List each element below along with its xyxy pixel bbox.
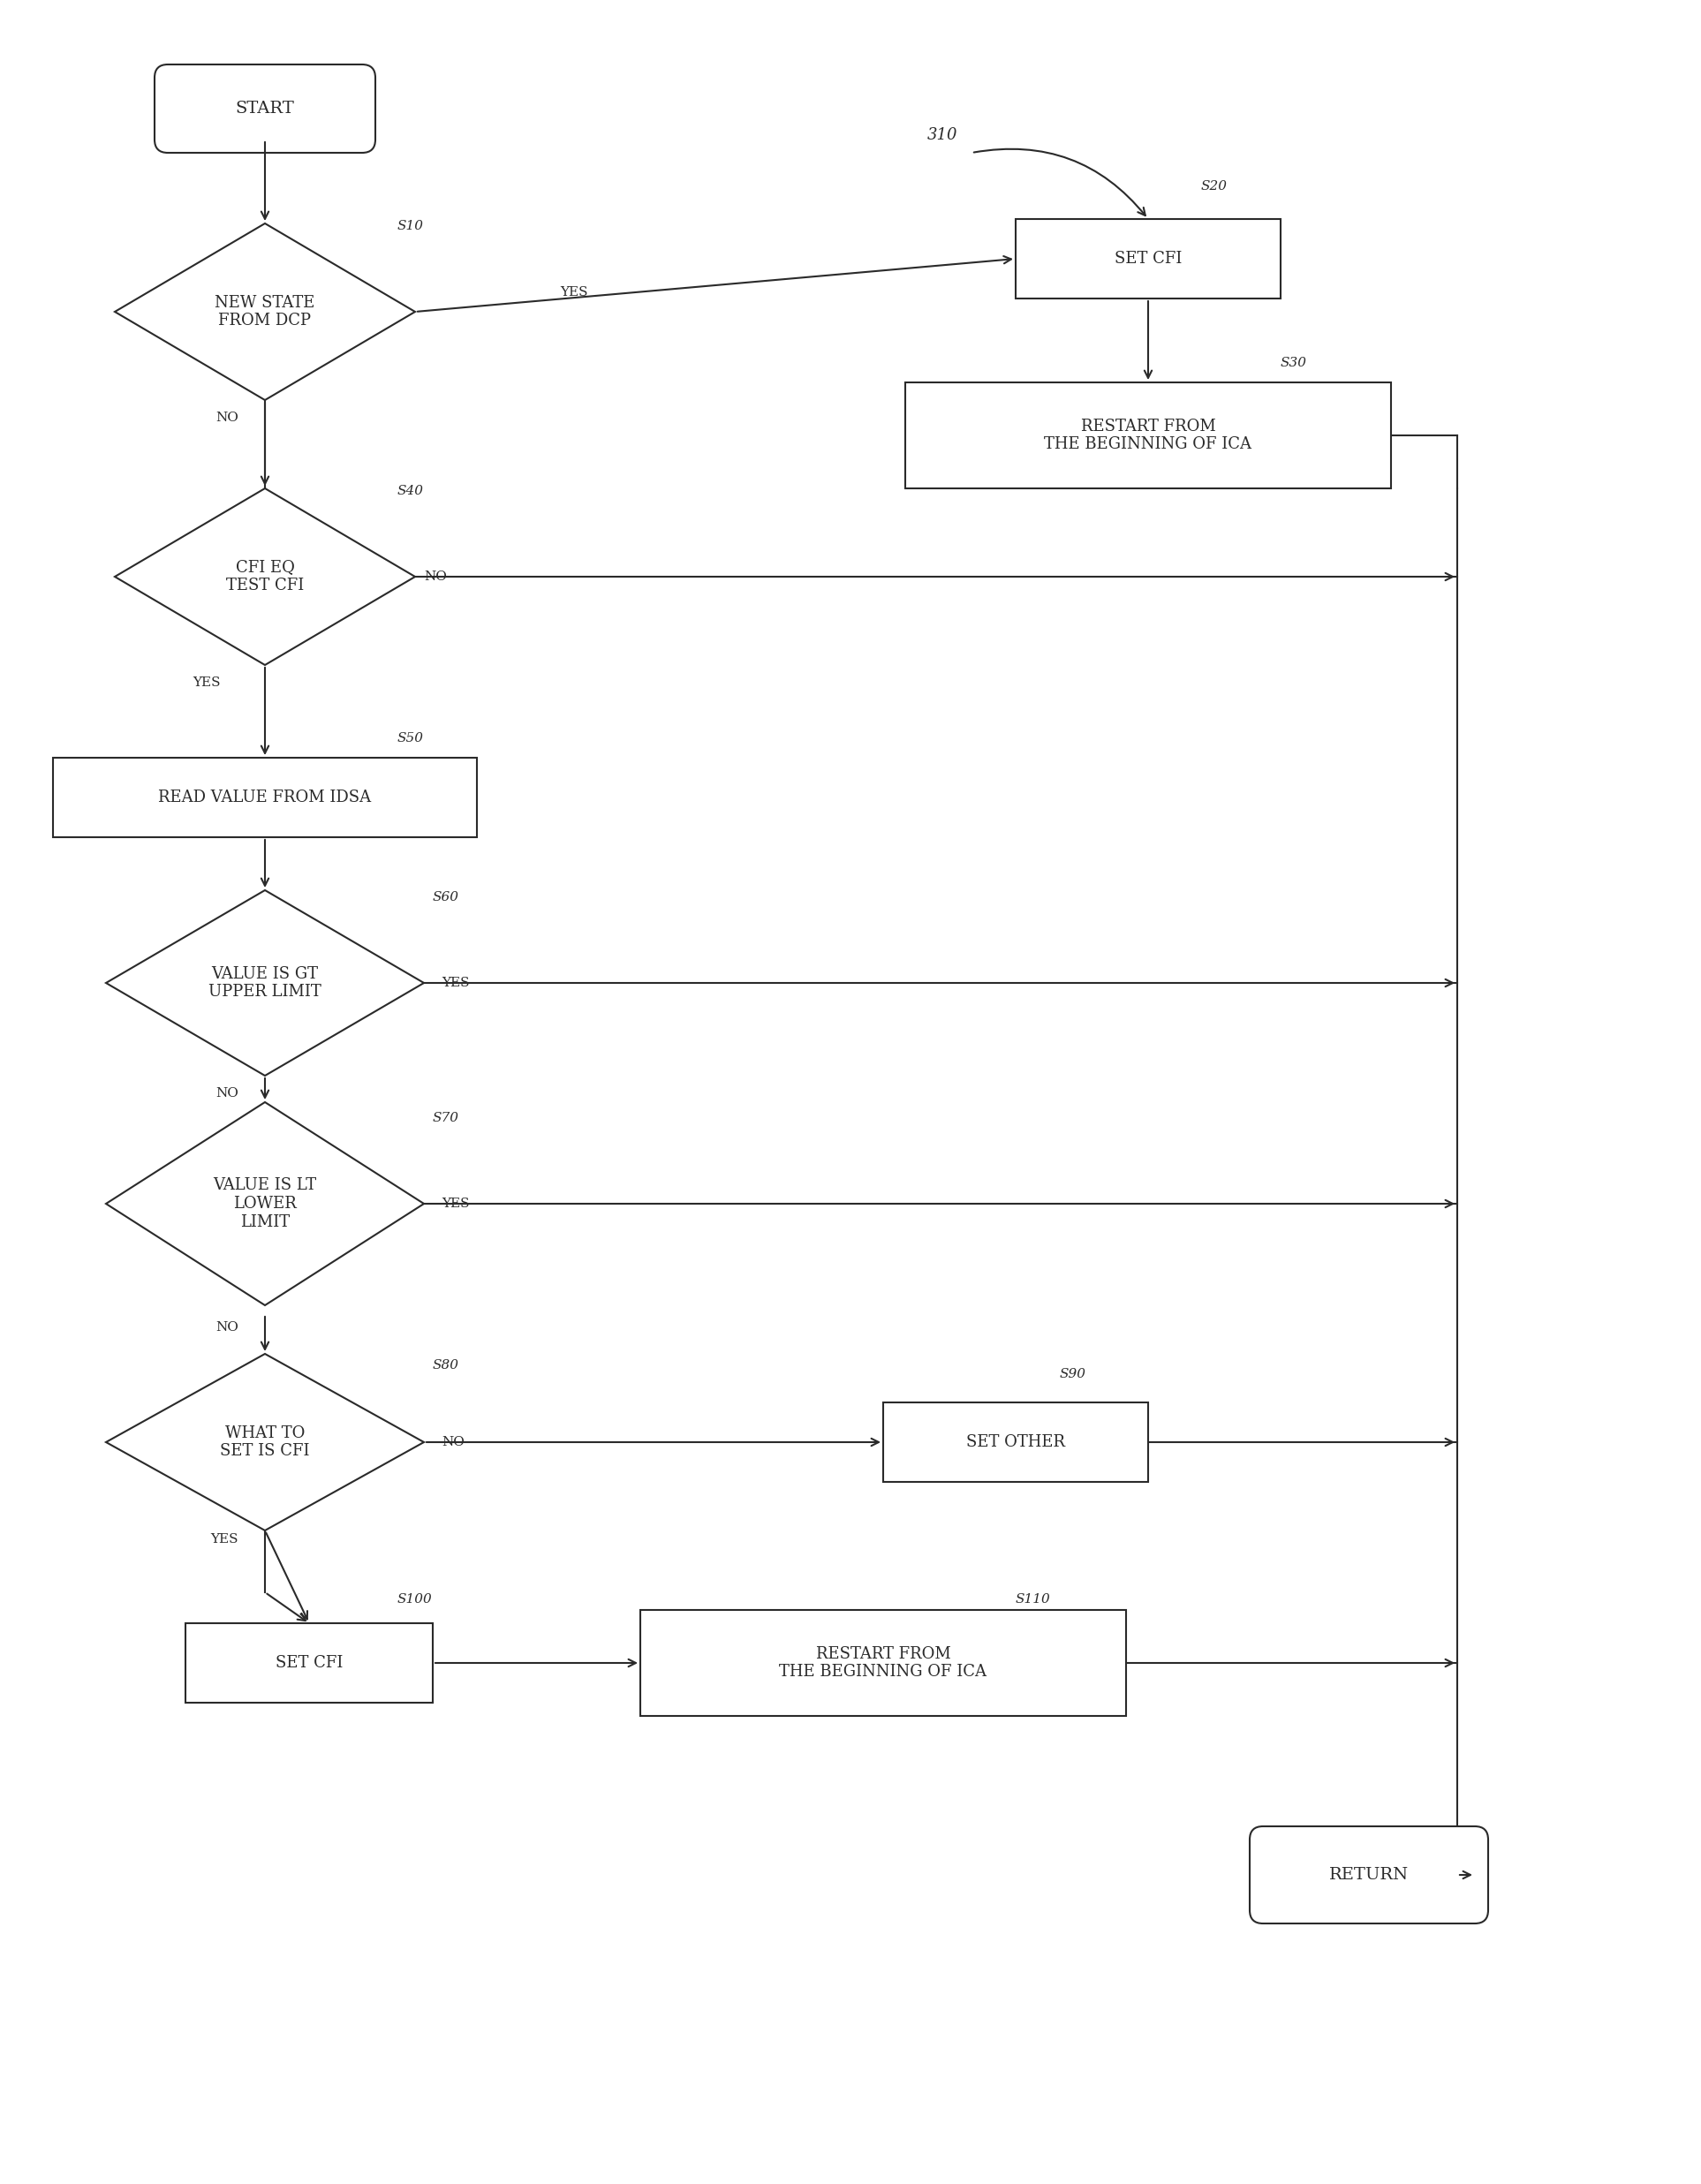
Text: START: START <box>235 100 294 116</box>
Text: RETURN: RETURN <box>1328 1867 1408 1883</box>
Text: YES: YES <box>560 286 589 299</box>
Text: S80: S80 <box>432 1358 459 1372</box>
Text: S70: S70 <box>432 1112 459 1125</box>
Text: VALUE IS LT
LOWER
LIMIT: VALUE IS LT LOWER LIMIT <box>213 1177 316 1230</box>
Text: RESTART FROM
THE BEGINNING OF ICA: RESTART FROM THE BEGINNING OF ICA <box>1044 419 1252 452</box>
Text: YES: YES <box>442 1197 469 1210</box>
Text: NO: NO <box>442 1437 464 1448</box>
Bar <box>640 1610 1126 1717</box>
Text: S110: S110 <box>1015 1592 1051 1605</box>
Text: S100: S100 <box>398 1592 432 1605</box>
Text: S40: S40 <box>398 485 424 498</box>
Text: YES: YES <box>192 677 221 688</box>
Text: NO: NO <box>216 411 238 424</box>
Text: SET OTHER: SET OTHER <box>966 1435 1065 1450</box>
Text: S20: S20 <box>1201 179 1228 192</box>
Polygon shape <box>105 1354 424 1531</box>
Text: S90: S90 <box>1060 1367 1087 1380</box>
Bar <box>1015 218 1281 299</box>
Text: SET CFI: SET CFI <box>276 1655 344 1671</box>
Text: NO: NO <box>216 1321 238 1334</box>
Text: YES: YES <box>442 976 469 989</box>
Text: S50: S50 <box>398 732 424 745</box>
Text: NEW STATE
FROM DCP: NEW STATE FROM DCP <box>214 295 315 330</box>
Text: RESTART FROM
THE BEGINNING OF ICA: RESTART FROM THE BEGINNING OF ICA <box>779 1647 987 1679</box>
Polygon shape <box>105 1103 424 1306</box>
Bar <box>883 1402 1148 1483</box>
Polygon shape <box>105 891 424 1077</box>
Bar <box>185 1623 432 1704</box>
Text: VALUE IS GT
UPPER LIMIT: VALUE IS GT UPPER LIMIT <box>209 965 321 1000</box>
Text: CFI EQ
TEST CFI: CFI EQ TEST CFI <box>226 559 304 594</box>
Polygon shape <box>114 489 415 664</box>
Text: SET CFI: SET CFI <box>1114 251 1182 266</box>
Text: READ VALUE FROM IDSA: READ VALUE FROM IDSA <box>158 791 371 806</box>
FancyBboxPatch shape <box>1250 1826 1488 1924</box>
Text: YES: YES <box>211 1533 238 1546</box>
Text: S60: S60 <box>432 891 459 904</box>
Text: WHAT TO
SET IS CFI: WHAT TO SET IS CFI <box>219 1424 310 1459</box>
Bar <box>905 382 1391 489</box>
FancyBboxPatch shape <box>155 66 376 153</box>
Text: NO: NO <box>424 570 447 583</box>
Text: 310: 310 <box>927 127 958 144</box>
Bar <box>53 758 476 836</box>
Text: S30: S30 <box>1281 356 1306 369</box>
Text: S10: S10 <box>398 221 424 232</box>
Polygon shape <box>114 223 415 400</box>
Text: NO: NO <box>216 1088 238 1099</box>
